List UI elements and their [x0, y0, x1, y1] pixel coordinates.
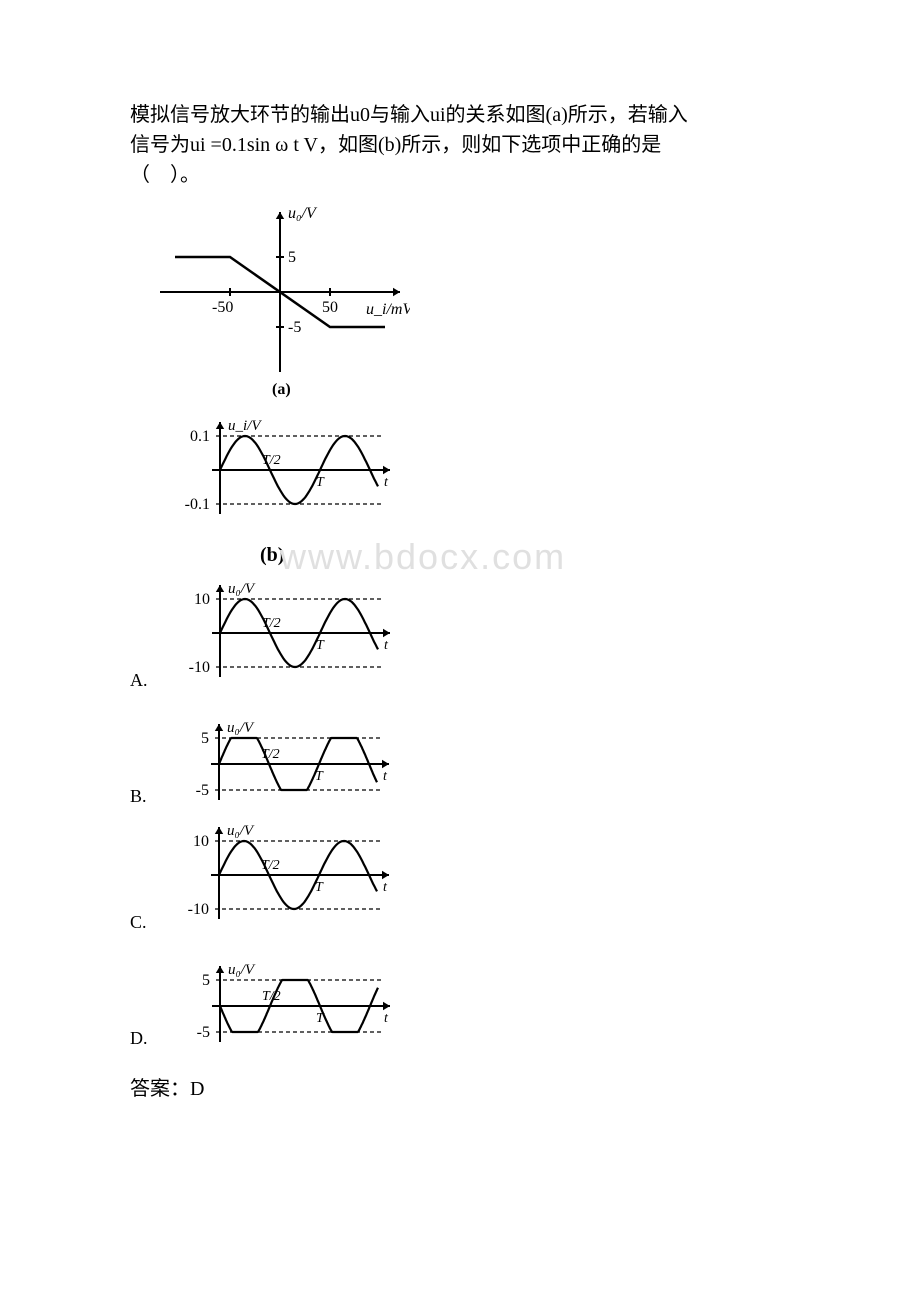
option-figure-a: u₀/V10-10T/2Tt: [150, 578, 400, 698]
svg-text:(a): (a): [272, 381, 291, 398]
question-line-3: （ ）。: [130, 160, 790, 190]
question-line-2: 信号为ui =0.1sin ω t V，如图(b)所示，则如下选项中正确的是: [130, 130, 790, 160]
svg-text:-5: -5: [196, 1024, 209, 1041]
svg-text:5: 5: [202, 972, 210, 989]
svg-text:10: 10: [194, 591, 210, 608]
svg-text:-50: -50: [212, 299, 233, 316]
answer-label: 答案：: [130, 1078, 190, 1100]
figure-b: u_i/V0.1-0.1T/2Tt: [150, 410, 400, 540]
figure-a: u₀/V u_i/mV 5 -5 50 -50 (a): [150, 202, 410, 402]
svg-text:u₀/V: u₀/V: [228, 962, 256, 978]
options-block: A.u₀/V10-10T/2TtB.u₀/V5-5T/2TtC.u₀/V10-1…: [130, 578, 790, 1056]
svg-text:5: 5: [201, 730, 209, 747]
svg-text:u₀/V: u₀/V: [228, 581, 256, 597]
svg-text:t: t: [384, 1011, 389, 1026]
svg-text:-5: -5: [288, 319, 301, 336]
svg-text:t: t: [383, 769, 388, 784]
svg-text:-0.1: -0.1: [185, 496, 210, 513]
option-a: A.u₀/V10-10T/2Tt: [130, 578, 790, 698]
option-figure-d: u₀/V5-5T/2Tt: [150, 961, 400, 1056]
option-figure-b: u₀/V5-5T/2Tt: [149, 719, 399, 814]
figure-a-wrap: u₀/V u_i/mV 5 -5 50 -50 (a): [150, 202, 790, 402]
svg-text:u₀/V: u₀/V: [227, 720, 255, 736]
option-c: C.u₀/V10-10T/2Tt: [130, 820, 790, 940]
svg-text:-10: -10: [188, 659, 209, 676]
svg-text:t: t: [383, 880, 388, 895]
option-b: B.u₀/V5-5T/2Tt: [130, 704, 790, 814]
figure-b-wrap: u_i/V0.1-0.1T/2Tt (b) www.bdocx.com: [150, 410, 790, 570]
option-label-a: A.: [130, 667, 148, 698]
svg-text:t: t: [384, 638, 389, 653]
svg-text:u_i/mV: u_i/mV: [366, 301, 410, 318]
answer-line: 答案：D: [130, 1074, 790, 1104]
svg-text:u₀/V: u₀/V: [288, 205, 318, 222]
svg-text:-10: -10: [187, 901, 208, 918]
page-container: 模拟信号放大环节的输出u0与输入ui的关系如图(a)所示，若输入 信号为ui =…: [130, 100, 790, 1104]
svg-text:t: t: [384, 475, 389, 490]
svg-text:u₀/V: u₀/V: [227, 823, 255, 839]
option-label-b: B.: [130, 783, 147, 814]
question-text: 模拟信号放大环节的输出u0与输入ui的关系如图(a)所示，若输入 信号为ui =…: [130, 100, 790, 190]
svg-text:10: 10: [193, 833, 209, 850]
answer-value: D: [190, 1078, 204, 1100]
svg-text:-5: -5: [195, 782, 208, 799]
svg-text:5: 5: [288, 249, 296, 266]
option-figure-c: u₀/V10-10T/2Tt: [149, 820, 399, 940]
svg-text:0.1: 0.1: [190, 428, 210, 445]
svg-text:u_i/V: u_i/V: [228, 418, 262, 434]
option-d: D.u₀/V5-5T/2Tt: [130, 946, 790, 1056]
svg-text:50: 50: [322, 299, 338, 316]
option-label-c: C.: [130, 909, 147, 940]
figure-b-caption: (b): [260, 540, 790, 570]
question-line-1: 模拟信号放大环节的输出u0与输入ui的关系如图(a)所示，若输入: [130, 100, 790, 130]
option-label-d: D.: [130, 1025, 148, 1056]
